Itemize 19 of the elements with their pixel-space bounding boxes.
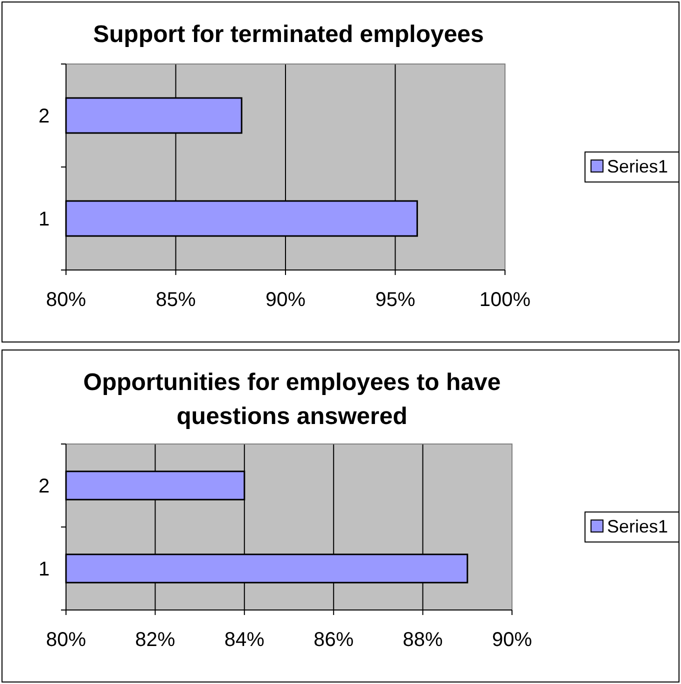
y-tick-label: 1 [38, 558, 50, 580]
x-tick-label: 82% [135, 629, 176, 651]
x-tick-label: 84% [224, 629, 265, 651]
x-tick-label: 90% [492, 629, 532, 651]
x-tick-label: 80% [46, 629, 86, 651]
legend-label: Series1 [607, 156, 668, 176]
y-tick-label: 2 [38, 106, 50, 128]
y-tick-label: 2 [38, 476, 50, 498]
chart-title: Opportunities for employees to have questions answered [83, 369, 501, 430]
chart-title: Support for terminated employees [93, 21, 484, 48]
legend-label: Series1 [607, 516, 668, 536]
x-tick-label: 86% [314, 629, 354, 651]
x-tick-label: 100% [479, 289, 531, 311]
y-tick-label: 1 [38, 208, 50, 230]
x-tick-label: 80% [46, 289, 86, 311]
x-tick-label: 85% [156, 289, 196, 311]
x-tick-label: 95% [375, 289, 416, 311]
x-tick-label: 90% [265, 289, 306, 311]
x-tick-label: 88% [402, 629, 444, 651]
